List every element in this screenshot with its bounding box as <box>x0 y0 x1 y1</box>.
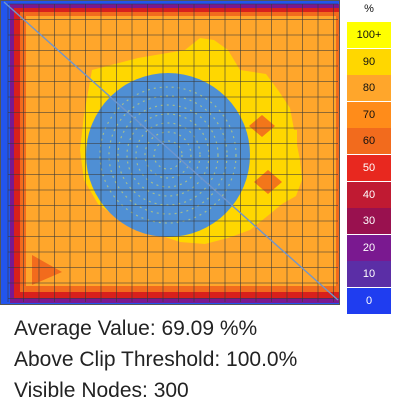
orange-notch-left <box>32 255 62 285</box>
node-ring <box>108 95 228 215</box>
node-ring <box>99 86 237 224</box>
diagonal-line <box>3 1 339 301</box>
legend-level-20: 20 <box>347 234 391 262</box>
statistics-panel: Average Value: 69.09 %% Above Clip Thres… <box>14 313 399 406</box>
above-clip-threshold-text: Above Clip Threshold: 100.0% <box>14 348 298 371</box>
legend-level-100-plus: 100+ <box>347 22 391 49</box>
legend-level-40: 40 <box>347 181 391 209</box>
legend-level-0: 0 <box>347 288 391 315</box>
orange-diamond-1 <box>249 115 275 137</box>
disc-node-rings <box>99 86 237 224</box>
legend-level-10: 10 <box>347 261 391 289</box>
sampled-disc <box>86 73 250 237</box>
heatmap-canvas <box>0 0 340 305</box>
legend-level-80: 80 <box>347 75 391 103</box>
visible-nodes-text: Visible Nodes: 300 <box>14 379 189 402</box>
plot-frame <box>0 0 340 305</box>
color-legend: % 100+ 90 80 70 60 50 40 30 20 10 0 <box>345 0 399 315</box>
heatmap-plot <box>0 0 340 305</box>
legend-level-50: 50 <box>347 155 391 182</box>
average-value-text: Average Value: 69.09 %% <box>14 317 258 340</box>
orange-diamond-2 <box>254 170 282 194</box>
legend-unit-label: % <box>364 3 374 15</box>
node-ring <box>153 140 183 170</box>
legend-level-90: 90 <box>347 48 391 76</box>
grid <box>7 3 338 302</box>
legend-level-70: 70 <box>347 101 391 129</box>
node-ring <box>126 113 210 197</box>
node-ring <box>117 104 219 206</box>
node-ring <box>144 131 192 179</box>
legend-level-30: 30 <box>347 208 391 236</box>
legend-level-60: 60 <box>347 128 391 156</box>
yellow-pad-right <box>272 130 297 160</box>
node-ring <box>135 122 201 188</box>
